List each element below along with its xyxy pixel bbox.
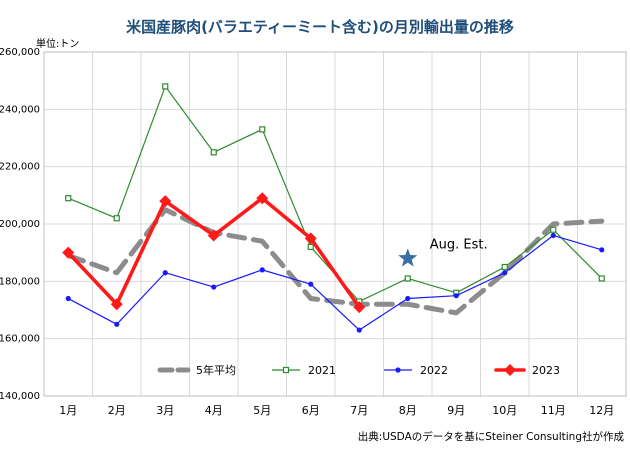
legend-marker <box>395 367 401 373</box>
data-point <box>307 243 314 251</box>
data-point <box>259 267 265 273</box>
data-point <box>113 215 120 222</box>
y-tick-label: 200,000 <box>0 219 40 230</box>
data-point <box>65 295 71 302</box>
x-tick-label: 6月 <box>302 404 320 417</box>
x-tick-label: 7月 <box>350 404 368 417</box>
x-axis: 1月 2月 3月 4月 5月 6月 7月 8月 9月 10月 11月 12月 <box>59 404 614 417</box>
data-point <box>62 246 75 259</box>
x-tick-label: 8月 <box>399 404 417 417</box>
data-point <box>453 293 459 299</box>
annotations: Aug. Est. <box>398 237 488 267</box>
legend-label: 2023 <box>532 364 560 377</box>
series-2023 <box>62 192 366 314</box>
data-point <box>114 321 120 327</box>
x-tick-label: 10月 <box>492 404 517 417</box>
x-tick-label: 5月 <box>253 404 271 417</box>
legend-label: 2021 <box>308 364 336 377</box>
legend-label: 2022 <box>420 364 448 377</box>
y-axis: 140,000 160,000 180,000 200,000 220,000 240,0… <box>0 47 40 402</box>
x-tick-label: 9月 <box>447 404 465 417</box>
data-point <box>404 275 411 282</box>
x-tick-label: 1月 <box>59 404 77 417</box>
series-group <box>62 83 605 333</box>
data-point <box>353 301 366 314</box>
data-point <box>110 298 123 311</box>
x-tick-label: 4月 <box>205 404 223 417</box>
x-tick-label: 12月 <box>589 404 614 417</box>
legend-item: 5年平均 <box>157 363 236 377</box>
source-note: 出典:USDAのデータを基にSteiner Consulting社が作成 <box>358 430 625 443</box>
data-point <box>256 192 269 205</box>
legend-label: 5年平均 <box>196 363 236 377</box>
legend-item: 2021 <box>272 364 336 377</box>
y-tick-label: 180,000 <box>0 276 40 287</box>
x-tick-label: 2月 <box>108 404 126 417</box>
data-point <box>599 247 605 253</box>
y-tick-label: 260,000 <box>0 47 40 58</box>
unit-label: 単位:トン <box>36 37 79 50</box>
chart-title: 米国産豚肉(バラエティーミート含む)の月別輸出量の推移 <box>126 18 514 36</box>
data-point <box>162 83 169 90</box>
series-2022 <box>65 232 605 333</box>
annotation-label: Aug. Est. <box>430 237 488 252</box>
data-point <box>65 195 72 202</box>
data-point <box>308 281 314 287</box>
data-point <box>356 327 362 333</box>
legend-marker <box>282 366 290 374</box>
data-point <box>502 270 508 276</box>
plot-frame <box>43 51 627 397</box>
data-point <box>550 232 556 239</box>
series-line <box>67 234 602 331</box>
data-point <box>501 263 508 271</box>
star-icon <box>398 248 418 267</box>
data-point <box>159 195 172 208</box>
y-tick-label: 140,000 <box>0 391 40 402</box>
x-tick-label: 3月 <box>156 404 174 417</box>
data-point <box>259 126 266 133</box>
data-point <box>550 226 557 233</box>
y-tick-label: 220,000 <box>0 162 40 173</box>
data-point <box>211 284 217 290</box>
legend-item: 2022 <box>384 364 448 377</box>
gridlines <box>44 51 626 397</box>
x-tick-label: 11月 <box>541 404 566 417</box>
data-point <box>210 149 217 156</box>
data-point <box>304 232 317 245</box>
data-point <box>598 275 605 282</box>
data-point <box>207 229 220 242</box>
legend-item: 2023 <box>494 364 560 377</box>
data-point <box>405 295 411 302</box>
y-tick-label: 240,000 <box>0 104 40 115</box>
data-point <box>162 270 168 276</box>
legend: 5年平均 2021 2022 2023 <box>157 363 560 377</box>
legend-marker <box>504 364 516 376</box>
y-tick-label: 160,000 <box>0 334 40 345</box>
